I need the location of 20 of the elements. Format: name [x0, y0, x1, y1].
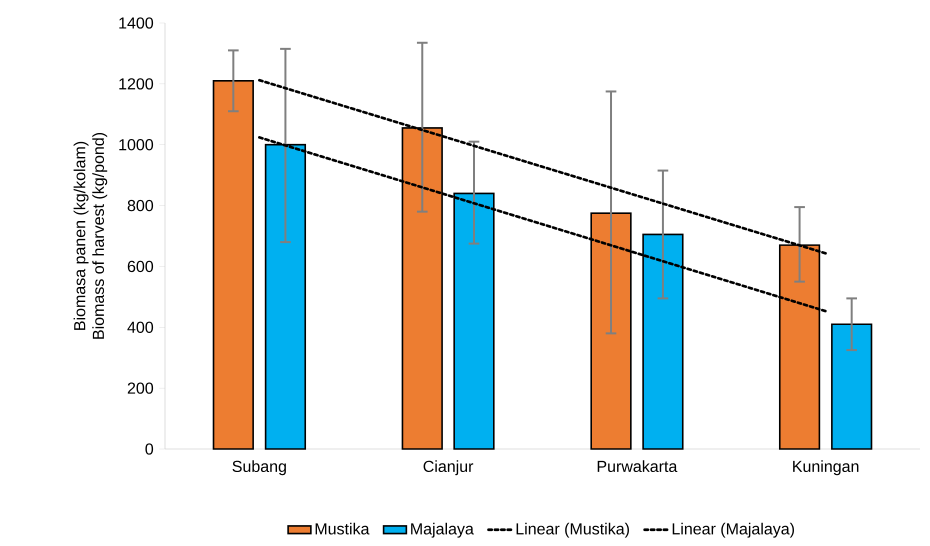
bar	[212, 80, 254, 450]
y-tick-label: 800	[128, 200, 154, 212]
legend-label: Mustika	[316, 522, 370, 535]
y-tick-label: 1000	[119, 139, 154, 150]
bar	[831, 323, 872, 450]
x-tick-label: Subang	[232, 460, 286, 476]
text: Biomass of harvest (kg/pond)	[92, 132, 108, 339]
legend-label: Majalaya	[411, 522, 474, 538]
legend-label: Linear (Majalaya)	[672, 522, 794, 538]
y-tick-label: 1400	[119, 17, 154, 29]
x-tick-label: Kuningan	[793, 460, 858, 476]
y-tick-label: 0	[145, 443, 154, 455]
legend-label: Linear (Mustika)	[516, 522, 629, 538]
text: Biomasa panen (kg/kolam)	[74, 142, 89, 330]
y-tick-label: 1200	[119, 78, 154, 90]
y-tick-label: 200	[128, 382, 154, 394]
x-tick-label: Purwakarta	[598, 460, 678, 472]
y-tick-label: 600	[128, 260, 154, 272]
x-tick-label: Cianjur	[424, 460, 474, 476]
y-tick-label: 400	[127, 322, 154, 333]
